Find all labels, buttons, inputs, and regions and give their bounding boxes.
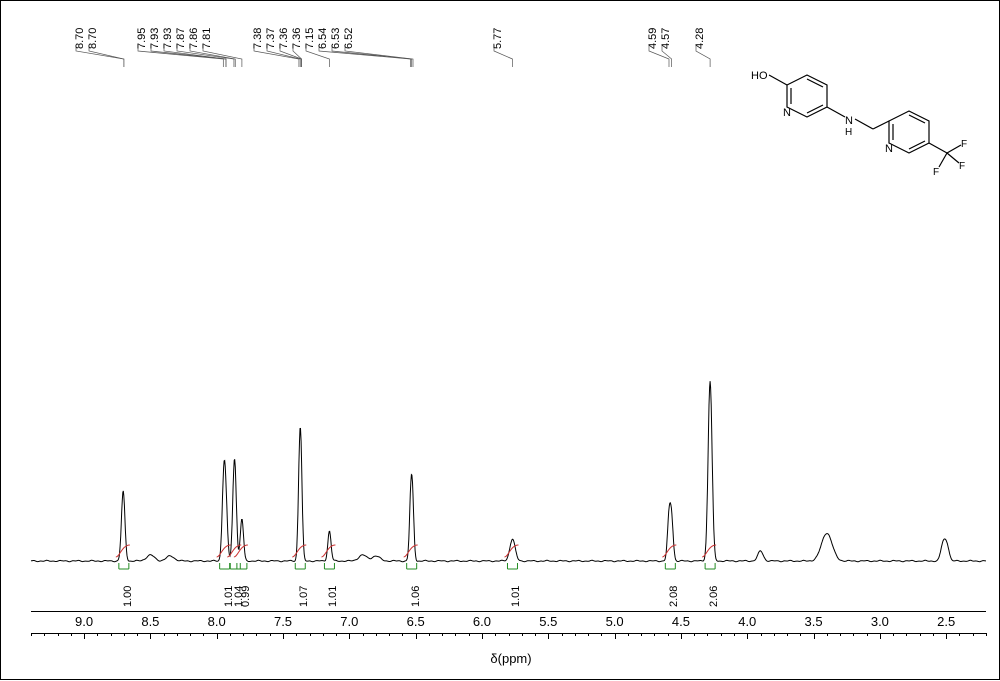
axis-tick-label: 5.5: [539, 614, 557, 629]
axis-tick-label: 2.5: [937, 614, 955, 629]
axis-tick-label: 3.5: [805, 614, 823, 629]
axis-tick-label: 4.5: [672, 614, 690, 629]
axis-tick-label: 9.0: [75, 614, 93, 629]
integration-label: 1.01: [327, 586, 339, 607]
axis-title: δ(ppm): [490, 651, 531, 666]
nmr-spectrum-figure: 8.708.707.957.937.937.877.867.817.387.37…: [0, 0, 1000, 680]
integration-label: 1.07: [298, 586, 310, 607]
axis-tick-label: 6.0: [473, 614, 491, 629]
axis-tick-label: 7.0: [340, 614, 358, 629]
integration-label: 1.06: [410, 586, 422, 607]
integration-label: 0.99: [240, 586, 252, 607]
axis-tick-label: 4.0: [738, 614, 756, 629]
axis-tick-label: 3.0: [871, 614, 889, 629]
axis-tick-label: 8.5: [141, 614, 159, 629]
integration-label: 2.08: [668, 586, 680, 607]
integration-marks: [1, 1, 1000, 681]
integration-label: 1.00: [122, 586, 134, 607]
axis-tick-label: 5.0: [606, 614, 624, 629]
integration-label: 1.01: [510, 586, 522, 607]
axis-tick-label: 8.0: [208, 614, 226, 629]
integration-label: 2.06: [708, 586, 720, 607]
axis-tick-label: 6.5: [407, 614, 425, 629]
axis-tick-label: 7.5: [274, 614, 292, 629]
